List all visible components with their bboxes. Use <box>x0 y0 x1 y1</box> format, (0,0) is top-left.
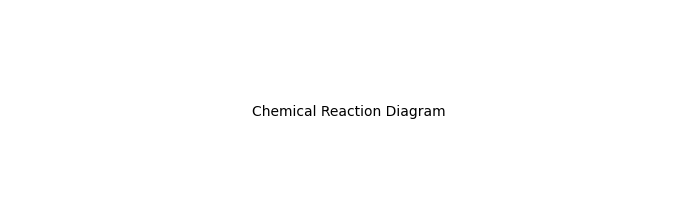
Text: Chemical Reaction Diagram: Chemical Reaction Diagram <box>252 105 446 119</box>
